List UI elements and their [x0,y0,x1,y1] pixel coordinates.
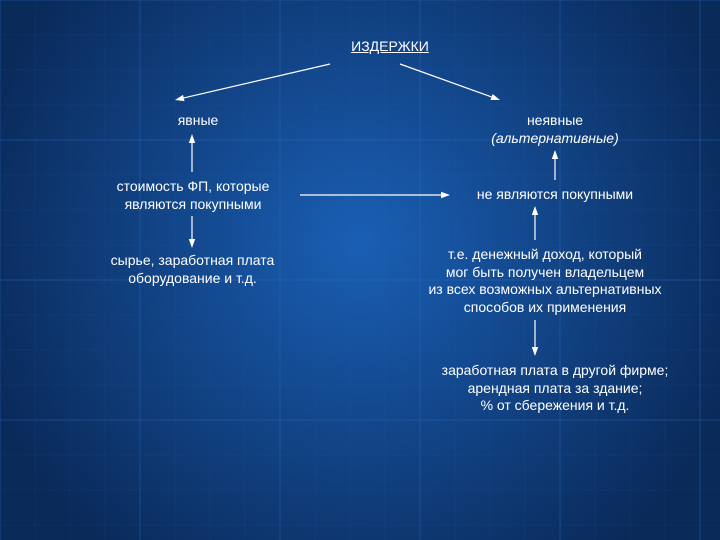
edge-impl-long-to-ex [532,320,538,356]
edge-expl-def-to-impl-def [300,192,450,198]
node-root: ИЗДЕРЖКИ [340,38,440,56]
edge-impl-long-to-def [532,206,538,240]
node-explicit: явные [158,112,238,130]
edge-root-to-explicit [175,64,330,101]
node-impl_def: не являются покупными [450,186,660,204]
node-impl_ex: заработная плата в другой фирме; арендна… [415,362,695,415]
node-implicit: неявные(альтернативные) [475,112,635,147]
node-expl_def: стоимость ФП, которые являются покупными [78,178,308,213]
edge-def-to-example-expl [189,216,195,248]
edge-root-to-implicit [400,64,500,100]
diagram-stage: ИЗДЕРЖКИ явные неявные(альтернативные) стои… [0,0,720,540]
edge-impl-def-to-implicit [552,150,558,180]
node-impl_long: т.е. денежный доход, который мог быть по… [400,246,690,316]
edge-explicit-to-def [189,134,195,172]
node-expl_ex: сырье, заработная плата оборудование и т… [80,252,305,287]
